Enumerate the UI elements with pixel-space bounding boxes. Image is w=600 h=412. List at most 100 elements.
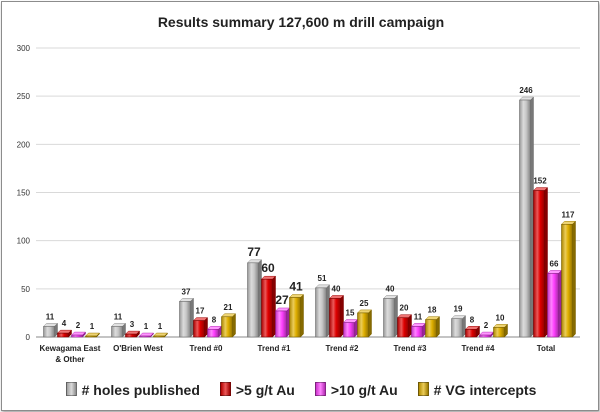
y-tick-label: 50 (21, 285, 30, 294)
bar (425, 319, 437, 338)
data-label: 3 (130, 320, 135, 329)
bar-side (558, 269, 562, 338)
bar (479, 334, 491, 338)
bar-side (394, 294, 398, 338)
x-tick-label: Trend #3 (394, 344, 427, 353)
data-label: 15 (346, 309, 355, 318)
legend-swatch (314, 382, 326, 396)
legend-label: # holes published (81, 382, 200, 398)
legend-label: >10 g/t Au (330, 382, 398, 398)
bar-side (462, 315, 466, 338)
bar (533, 190, 545, 338)
legend-item: >5 g/t Au (219, 382, 295, 398)
legend-swatch (65, 382, 77, 396)
bar-side (232, 313, 236, 338)
bar (493, 327, 505, 338)
bar (343, 322, 355, 338)
bar-side (436, 316, 440, 338)
bar-side (340, 294, 344, 338)
bar (71, 334, 83, 338)
y-tick-label: 0 (26, 333, 31, 342)
bar (451, 318, 463, 338)
legend-label: # VG intercepts (433, 382, 537, 398)
data-label: 1 (90, 322, 95, 331)
y-tick-label: 250 (17, 92, 31, 101)
bar (315, 287, 327, 338)
bar (397, 317, 409, 338)
bar (411, 326, 423, 338)
data-label: 40 (386, 284, 395, 293)
data-label: 10 (496, 313, 505, 322)
x-tick-label: Kewagama East (40, 344, 101, 353)
bar (247, 262, 259, 338)
bar (193, 320, 205, 338)
legend-item: # VG intercepts (417, 382, 537, 398)
x-tick-label: Trend #2 (326, 344, 359, 353)
data-label: 19 (454, 305, 463, 314)
bar (125, 333, 137, 338)
bar (179, 301, 191, 338)
bar (519, 99, 531, 338)
legend-item: # holes published (65, 382, 200, 398)
x-tick-label: Trend #4 (462, 344, 495, 353)
bar (329, 298, 341, 338)
data-label: 60 (261, 261, 275, 275)
bar (221, 316, 233, 338)
data-label: 11 (414, 312, 423, 321)
bar (139, 335, 151, 338)
data-label: 77 (247, 245, 261, 259)
bar (261, 278, 273, 338)
data-label: 2 (484, 321, 489, 330)
legend-swatch (219, 382, 231, 396)
chart-legend: # holes published >5 g/t Au >10 g/t Au # VG… (2, 382, 600, 398)
y-tick-label: 100 (17, 237, 31, 246)
y-tick-label: 200 (17, 140, 31, 149)
bar (111, 326, 123, 338)
data-label: 17 (196, 307, 205, 316)
bar-side (354, 318, 358, 338)
data-label: 25 (360, 299, 369, 308)
data-label: 66 (550, 259, 559, 268)
x-tick-label: Total (537, 344, 556, 353)
bar-side (572, 220, 576, 338)
data-label: 11 (114, 312, 123, 321)
bar (561, 223, 573, 338)
data-label: 51 (318, 274, 327, 283)
bar (57, 332, 69, 338)
data-label: 1 (144, 322, 149, 331)
bar (383, 298, 395, 338)
data-label: 11 (46, 312, 55, 321)
data-label: 20 (400, 304, 409, 313)
data-label: 41 (289, 280, 303, 294)
bar (275, 310, 287, 338)
data-label: 2 (76, 321, 81, 330)
bar-side (190, 297, 194, 338)
bar (547, 273, 559, 338)
data-label: 4 (62, 319, 67, 328)
y-tick-label: 150 (17, 189, 31, 198)
data-label: 37 (182, 287, 191, 296)
bar (207, 328, 219, 338)
bar (357, 312, 369, 338)
x-tick-label: & Other (55, 355, 84, 364)
legend-item: >10 g/t Au (314, 382, 398, 398)
bar-side (204, 317, 208, 338)
y-tick-label: 300 (17, 44, 31, 53)
bar-side (326, 284, 330, 338)
bar-side (408, 314, 412, 338)
data-label: 152 (533, 177, 547, 186)
bar-side (368, 309, 372, 338)
x-tick-label: Trend #0 (190, 344, 223, 353)
bar (289, 297, 301, 338)
bar-side (544, 186, 548, 338)
data-label: 40 (332, 284, 341, 293)
x-tick-label: O'Brien West (113, 344, 163, 353)
bar (465, 328, 477, 338)
data-label: 117 (562, 210, 575, 219)
data-label: 21 (224, 303, 233, 312)
data-label: 8 (212, 315, 217, 324)
data-label: 27 (275, 293, 289, 307)
chart-title: Results summary 127,600 m drill campaign (157, 14, 445, 30)
